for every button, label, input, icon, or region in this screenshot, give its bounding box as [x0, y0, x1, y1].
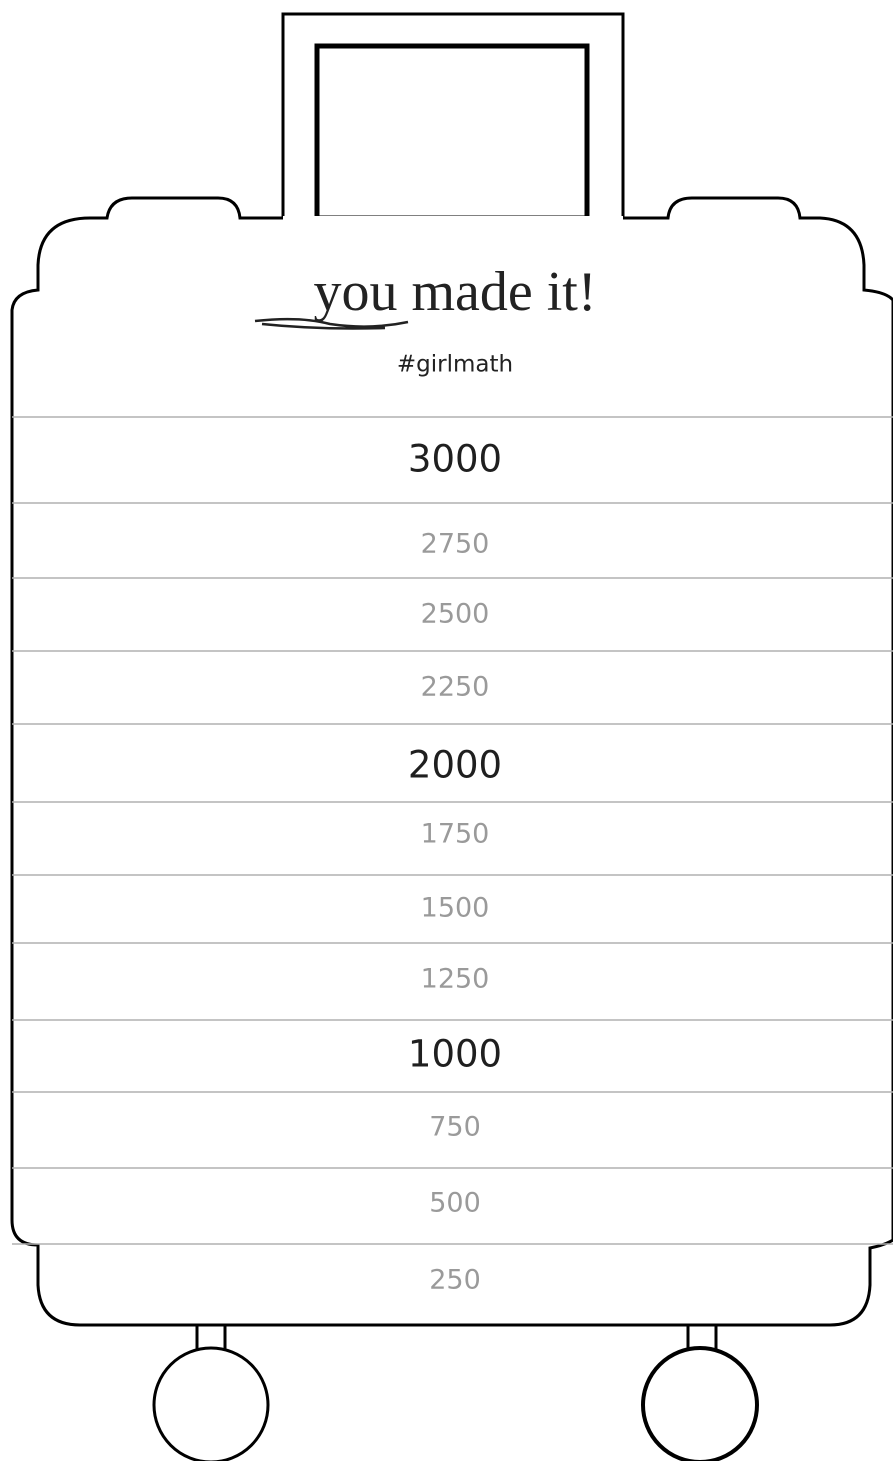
amount: 1750: [421, 819, 490, 850]
wheel: [643, 1348, 757, 1461]
amount: 1250: [421, 964, 490, 995]
amount: 250: [429, 1265, 481, 1296]
amount: 500: [429, 1188, 481, 1219]
subtitle: #girlmath: [397, 352, 513, 378]
amount: 2750: [421, 529, 490, 560]
suitcase-tracker: you made it! #girlmath 3000 2750 2500 2250 2…: [0, 0, 893, 1461]
amount: 2250: [421, 672, 490, 703]
title: you made it!: [313, 261, 596, 323]
milestone-amount: 1000: [408, 1033, 502, 1076]
amount: 1500: [421, 893, 490, 924]
wheel: [154, 1348, 268, 1461]
milestone-amount: 3000: [408, 438, 502, 481]
milestone-amount: 2000: [408, 744, 502, 787]
amount: 750: [429, 1112, 481, 1143]
handle-inner: [317, 46, 587, 218]
amount: 2500: [421, 599, 490, 630]
